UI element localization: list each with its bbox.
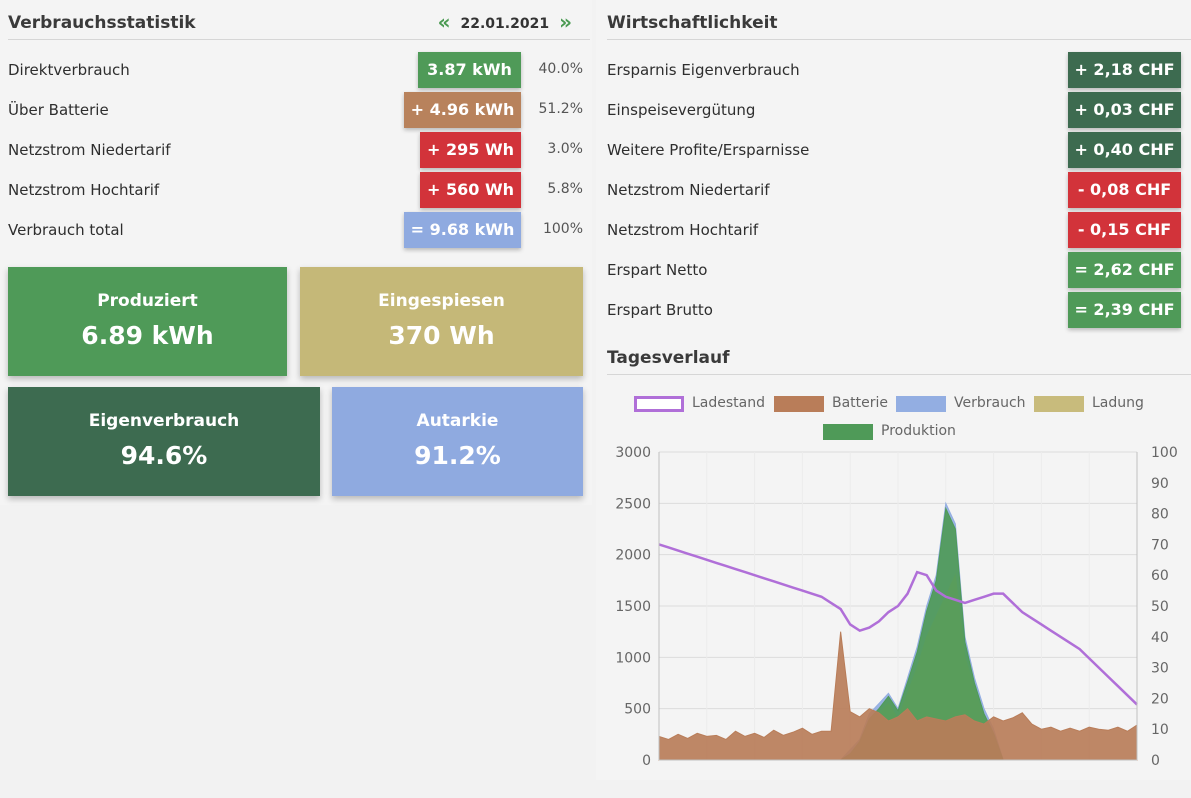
current-date: 22.01.2021 [460, 16, 550, 32]
verbrauch-row: Direktverbrauch 3.87 kWh 40.0% [8, 52, 590, 88]
legend-label: Produktion [881, 423, 956, 439]
wirtschaftlichkeit-panel: Wirtschaftlichkeit Ersparnis Eigenverbra… [596, 0, 1191, 780]
legend-swatch [1034, 396, 1084, 412]
tile-label: Eigenverbrauch [88, 411, 240, 431]
row-label: Weitere Profite/Ersparnisse [607, 141, 810, 159]
row-label: Einspeisevergütung [607, 101, 756, 119]
wirtschaft-header: Wirtschaftlichkeit [607, 0, 1191, 40]
value-badge: 3.87 kWh [418, 52, 521, 88]
legend-label: Batterie [832, 395, 889, 411]
tile-value: 91.2% [414, 441, 501, 470]
date-navigator: « 22.01.2021 » [428, 10, 582, 34]
area-series-batterie [658, 631, 1138, 761]
tagesverlauf-header: Tagesverlauf [607, 335, 1191, 375]
y-left-tick-label: 2000 [615, 548, 651, 564]
tile-value: 6.89 kWh [81, 321, 214, 350]
tile-label: Autarkie [416, 411, 499, 431]
wirtschaft-row: Erspart Netto = 2,62 CHF [607, 252, 1191, 288]
legend-label: Ladestand [692, 395, 766, 411]
legend-swatch [774, 396, 824, 412]
y-right-tick-label: 70 [1151, 537, 1169, 553]
value-badge: + 4.96 kWh [404, 92, 521, 128]
y-left-tick-label: 500 [624, 702, 651, 718]
legend-swatch [823, 424, 873, 440]
y-right-tick-label: 100 [1151, 445, 1178, 461]
percent-value: 5.8% [547, 181, 583, 197]
y-right-tick-label: 0 [1151, 753, 1160, 769]
y-right-tick-label: 50 [1151, 599, 1169, 615]
y-right-tick-label: 40 [1151, 630, 1169, 646]
percent-value: 100% [542, 221, 583, 237]
row-label: Direktverbrauch [8, 61, 130, 79]
percent-value: 40.0% [538, 61, 583, 77]
verbrauch-header: Verbrauchsstatistik « 22.01.2021 » [8, 0, 590, 40]
verbrauch-row: Netzstrom Niedertarif + 295 Wh 3.0% [8, 132, 590, 168]
value-badge: + 560 Wh [420, 172, 521, 208]
tile-value: 94.6% [120, 441, 208, 470]
legend-label: Ladung [1092, 395, 1144, 411]
y-left-tick-label: 1500 [615, 599, 651, 615]
row-label: Erspart Brutto [607, 301, 713, 319]
value-badge: + 0,03 CHF [1068, 92, 1181, 128]
row-label: Ersparnis Eigenverbrauch [607, 61, 800, 79]
wirtschaft-row: Weitere Profite/Ersparnisse + 0,40 CHF [607, 132, 1191, 168]
verbrauch-row: Über Batterie + 4.96 kWh 51.2% [8, 92, 590, 128]
y-right-tick-label: 90 [1151, 476, 1169, 492]
row-label: Netzstrom Niedertarif [607, 181, 770, 199]
value-badge: - 0,08 CHF [1068, 172, 1181, 208]
row-label: Über Batterie [8, 101, 109, 119]
y-left-tick-label: 3000 [615, 445, 651, 461]
wirtschaft-row: Netzstrom Niedertarif - 0,08 CHF [607, 172, 1191, 208]
line-series-ladestand [658, 543, 1138, 706]
tile-produziert: Produziert 6.89 kWh [8, 267, 287, 376]
tile-label: Eingespiesen [378, 291, 505, 311]
y-left-tick-label: 0 [642, 753, 651, 769]
wirtschaft-title: Wirtschaftlichkeit [607, 13, 778, 33]
value-badge: = 2,39 CHF [1068, 292, 1181, 328]
tile-eingespiesen: Eingespiesen 370 Wh [300, 267, 583, 376]
value-badge: - 0,15 CHF [1068, 212, 1181, 248]
y-right-tick-label: 30 [1151, 661, 1169, 677]
prev-day-icon[interactable]: « [437, 10, 451, 34]
y-left-tick-label: 1000 [615, 650, 651, 666]
y-right-tick-label: 60 [1151, 568, 1169, 584]
verbrauch-title: Verbrauchsstatistik [8, 13, 196, 33]
next-day-icon[interactable]: » [559, 10, 572, 34]
chart-axes: 0 500 1000 1500 2000 2500 3000 0 10 20 30 40 50 60 70 8… [615, 445, 1177, 769]
chart-lines [658, 543, 1138, 706]
value-badge: = 9.68 kWh [404, 212, 521, 248]
y-left-tick-label: 2500 [615, 496, 651, 512]
row-label: Erspart Netto [607, 261, 708, 279]
value-badge: + 0,40 CHF [1068, 132, 1181, 168]
percent-value: 3.0% [547, 141, 583, 157]
row-label: Netzstrom Niedertarif [8, 141, 171, 159]
tile-label: Produziert [97, 291, 198, 311]
value-badge: + 295 Wh [420, 132, 521, 168]
legend-label: Verbrauch [954, 395, 1026, 411]
verbrauchsstatistik-panel: Verbrauchsstatistik « 22.01.2021 » Direktv… [0, 0, 592, 505]
row-label: Netzstrom Hochtarif [8, 181, 160, 199]
legend-swatch [634, 396, 684, 412]
wirtschaft-row: Erspart Brutto = 2,39 CHF [607, 292, 1191, 328]
tile-value: 370 Wh [388, 321, 495, 350]
wirtschaft-row: Einspeisevergütung + 0,03 CHF [607, 92, 1191, 128]
tagesverlauf-title: Tagesverlauf [607, 348, 730, 368]
y-right-tick-label: 20 [1151, 691, 1169, 707]
legend-swatch [896, 396, 946, 412]
verbrauch-row: Verbrauch total = 9.68 kWh 100% [8, 212, 590, 248]
tagesverlauf-chart: 0 500 1000 1500 2000 2500 3000 0 10 20 30 40 50 60 70 8… [615, 445, 1177, 769]
row-label: Netzstrom Hochtarif [607, 221, 759, 239]
tile-autarkie: Autarkie 91.2% [332, 387, 583, 496]
row-label: Verbrauch total [8, 221, 124, 239]
value-badge: = 2,62 CHF [1068, 252, 1181, 288]
y-right-tick-label: 10 [1151, 722, 1169, 738]
tile-eigenverbrauch: Eigenverbrauch 94.6% [8, 387, 320, 496]
wirtschaft-row: Netzstrom Hochtarif - 0,15 CHF [607, 212, 1191, 248]
wirtschaft-row: Ersparnis Eigenverbrauch + 2,18 CHF [607, 52, 1191, 88]
verbrauch-row: Netzstrom Hochtarif + 560 Wh 5.8% [8, 172, 590, 208]
percent-value: 51.2% [538, 101, 583, 117]
y-right-tick-label: 80 [1151, 507, 1169, 523]
value-badge: + 2,18 CHF [1068, 52, 1181, 88]
